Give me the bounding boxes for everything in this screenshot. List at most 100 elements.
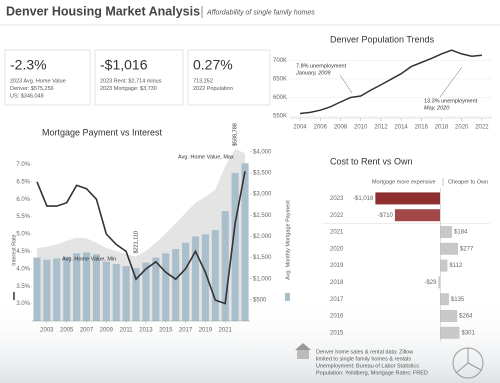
value-label: $135: [451, 297, 465, 303]
x-tick-label: 2006: [314, 125, 328, 131]
y-tick-label: 550K: [273, 114, 287, 120]
y-tick-label: 4.5%: [16, 249, 30, 255]
x-tick-label: 2014: [394, 125, 408, 131]
column-header: Mortgage more expensive: [372, 179, 436, 185]
y-axis-title: Interest Rate: [11, 234, 17, 266]
y-tick-label: 6.5%: [16, 179, 30, 185]
chart-title: Cost to Rent vs Own: [330, 156, 413, 166]
annotation: 7.8% unemployment: [296, 63, 347, 69]
kpi-card: [94, 49, 184, 106]
x-tick-label: 2009: [100, 328, 114, 334]
value-label: -$1,016: [353, 196, 374, 202]
mortgage-bar: [33, 257, 41, 321]
category-label: 2023: [330, 196, 344, 202]
cost-bar: [440, 293, 449, 306]
mortgage-bar: [82, 252, 91, 321]
home-value-label: $588,788: [233, 123, 239, 146]
x-tick-label: 2005: [60, 328, 74, 334]
chart-title: Mortgage Payment vs Interest: [42, 127, 163, 137]
pie-icon-slices: [455, 348, 482, 374]
y-tick-label: 4.0%: [16, 266, 30, 272]
y2-tick-label: $3,500: [253, 171, 272, 177]
mortgage-bar: [182, 242, 190, 321]
kpi-card: [187, 49, 271, 106]
mortgage-bar: [241, 163, 249, 321]
annotation-date: May, 2020: [424, 105, 450, 111]
cost-bar: [440, 259, 448, 272]
column-header: Cheaper to Own: [448, 179, 488, 185]
kpi-value: -$1,016: [100, 57, 148, 73]
source-note: Unemployment: Bureau of Labor Statistics: [316, 363, 419, 369]
y2-tick-label: $1,500: [253, 255, 272, 261]
y2-axis-title: Avg. Monthly Mortgage Payment: [285, 200, 291, 280]
y-tick-label: 6.0%: [16, 197, 30, 203]
x-tick-label: 2004: [293, 125, 307, 131]
page-title: Denver Housing Market Analysis: [6, 4, 200, 18]
category-label: 2015: [330, 330, 344, 336]
y2-tick-label: $2,500: [253, 213, 272, 219]
value-label: -$29: [424, 280, 437, 286]
mortgage-bar: [211, 230, 219, 321]
y-tick-label: 3.5%: [16, 284, 30, 290]
mortgage-bar: [92, 254, 100, 321]
annotation: Avg. Home Value, Min: [62, 256, 116, 262]
cost-bar: [440, 242, 458, 255]
category-label: 2020: [330, 246, 344, 252]
kpi-detail: 2023 Rent: $2,714 minus: [100, 78, 162, 84]
x-tick-label: 2011: [120, 328, 134, 334]
chart-title: Denver Population Trends: [330, 34, 435, 44]
value-label: $112: [449, 263, 463, 269]
kpi-detail: 2022 Population: [193, 86, 233, 92]
house-roof: [295, 343, 311, 350]
mortgage-bar: [172, 249, 180, 321]
category-label: 2022: [330, 213, 344, 219]
mortgage-bar: [63, 256, 71, 321]
value-label: $277: [460, 246, 474, 252]
y2-tick-label: $1,000: [253, 276, 272, 282]
legend-bar-glyph: [285, 293, 290, 301]
y-tick-label: 7.0%: [16, 162, 30, 168]
kpi-detail: 2023 Avg. Home Value: [10, 78, 66, 84]
mortgage-bar: [191, 236, 200, 321]
kpi-value: 0.27%: [193, 57, 233, 73]
mortgage-bar: [102, 261, 110, 321]
source-note: Population: Yeildberg, Mortgage Rates: F…: [316, 370, 428, 376]
annotation-date: January, 2009: [295, 70, 330, 76]
x-tick-label: 2010: [354, 125, 368, 131]
annotation-leader: [439, 66, 463, 98]
source-note: limited to single family homes & rentals: [316, 356, 411, 362]
interest-line: [36, 171, 246, 305]
x-tick-label: 2003: [40, 328, 54, 334]
x-tick-label: 2007: [80, 328, 94, 334]
cost-bar: [394, 209, 441, 222]
source-note: Denver home sales & rental data: Zillow: [316, 349, 413, 355]
mortgage-bar: [73, 253, 81, 321]
annotation: 13.3% unemployment: [424, 98, 478, 104]
y2-tick-label: $3,000: [253, 192, 272, 198]
y-tick-label: 5.5%: [16, 214, 30, 220]
page-subtitle: Affordability of single family homes: [206, 9, 315, 16]
mortgage-bar: [152, 257, 160, 321]
mortgage-bar: [162, 253, 170, 321]
x-tick-label: 2019: [199, 328, 213, 334]
cost-bar: [440, 310, 458, 322]
mortgage-bar: [132, 268, 140, 321]
y-tick-label: 5.0%: [16, 232, 30, 238]
value-label: $184: [454, 230, 468, 236]
x-tick-label: 2022: [475, 125, 489, 131]
cost-bar: [440, 326, 460, 339]
annotation-leader: [339, 74, 353, 94]
x-tick-label: 2017: [179, 328, 193, 334]
mortgage-bar: [112, 263, 120, 321]
kpi-card: [4, 49, 91, 106]
y-tick-label: 700K: [273, 58, 287, 64]
x-tick-label: 2015: [159, 328, 173, 334]
y-tick-label: 650K: [273, 76, 287, 82]
mortgage-bar: [122, 266, 130, 321]
mortgage-bar: [53, 258, 61, 321]
y2-tick-label: $2,000: [253, 234, 272, 240]
category-label: 2021: [330, 230, 344, 236]
x-tick-label: 2012: [374, 125, 388, 131]
value-label: $264: [459, 314, 473, 320]
